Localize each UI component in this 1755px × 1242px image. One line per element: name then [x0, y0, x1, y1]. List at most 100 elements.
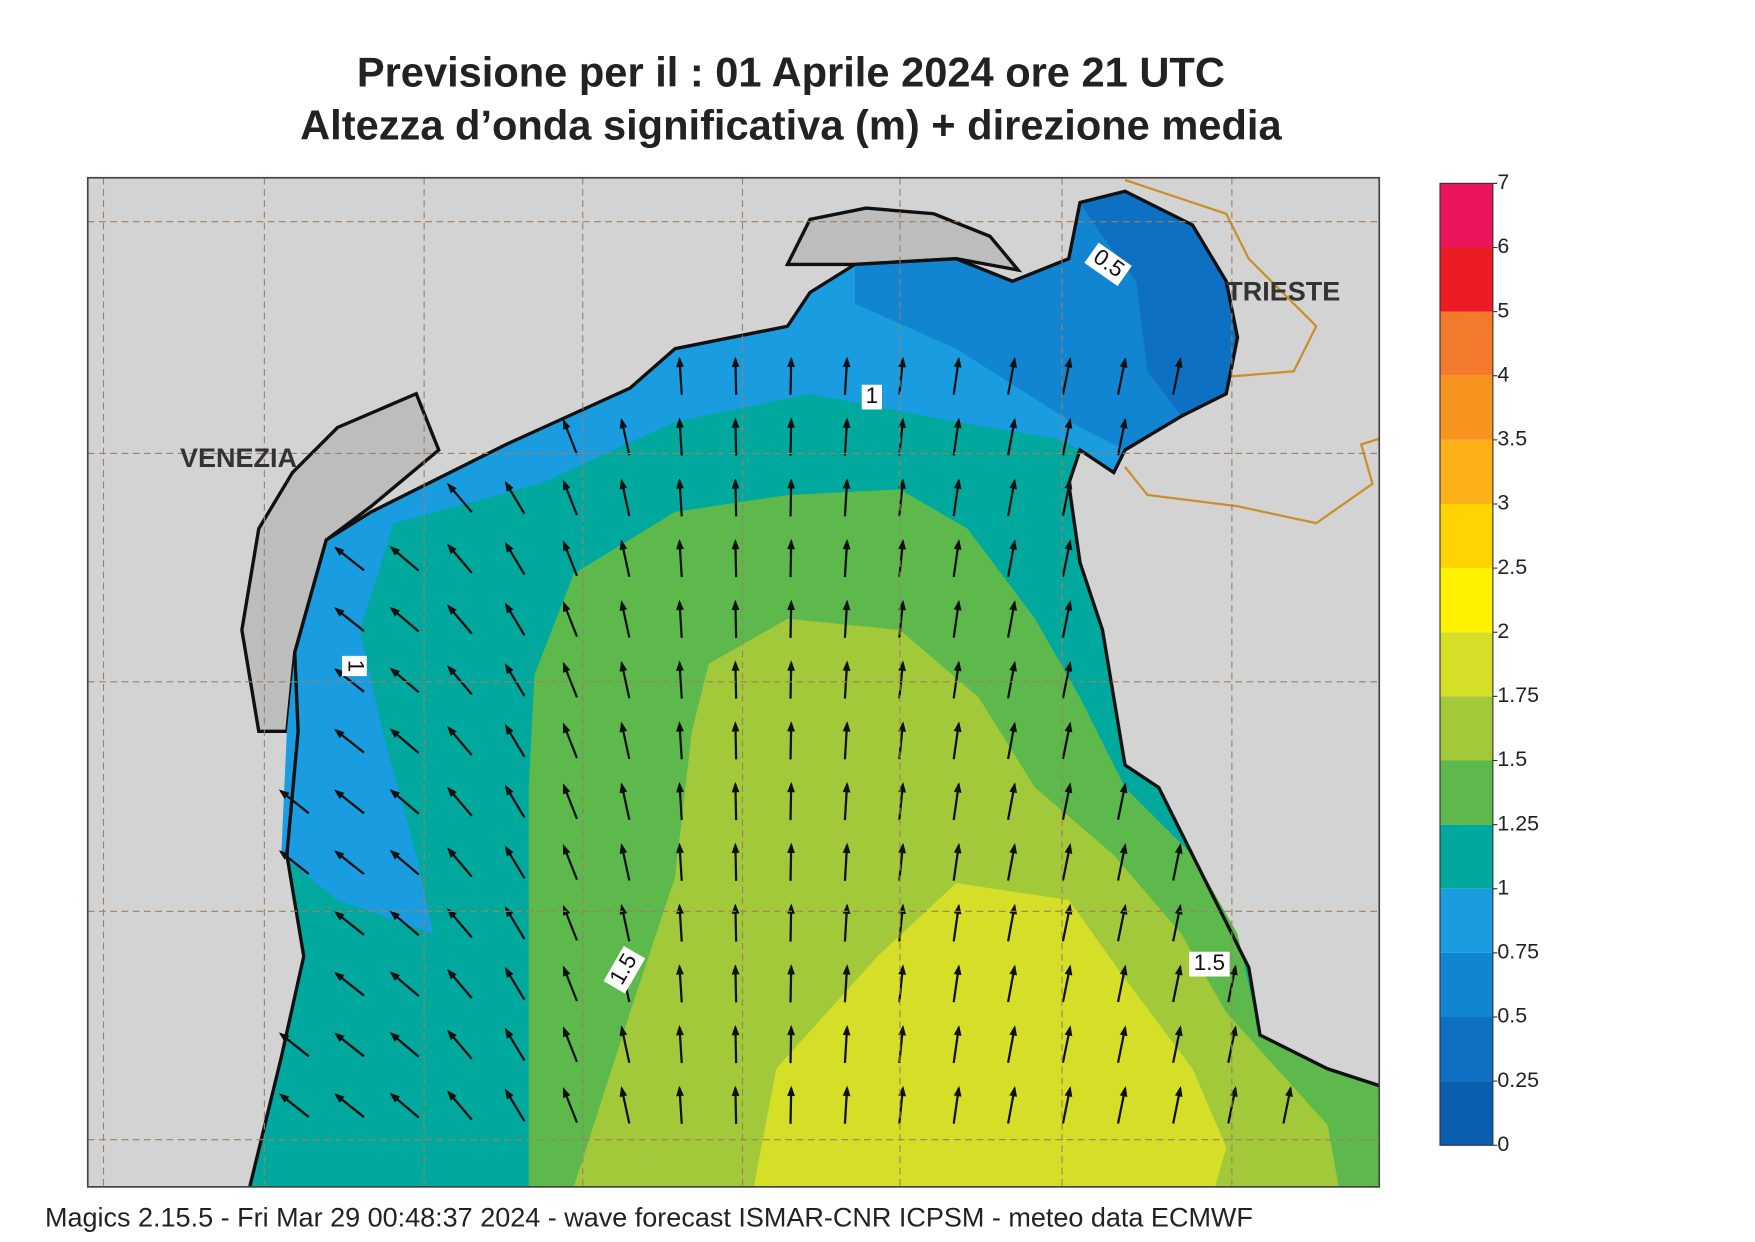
arrow-head: [562, 1087, 571, 1099]
colorbar-label: 1.5: [1497, 747, 1527, 771]
arrow-head: [731, 964, 740, 975]
colorbar-label: 0.5: [1497, 1004, 1527, 1028]
colorbar-band: [1440, 1081, 1493, 1146]
arrow-head: [953, 539, 962, 550]
arrow-head: [676, 1085, 684, 1097]
arrow-head: [562, 904, 571, 916]
arrow-head: [842, 1085, 851, 1097]
arrow-head: [787, 417, 795, 428]
arrow-head: [1009, 599, 1018, 611]
arrow-head: [787, 660, 795, 671]
arrow-head: [676, 721, 684, 732]
arrow-head: [842, 417, 851, 428]
arrow-head: [1064, 1025, 1073, 1037]
arrow-head: [619, 539, 628, 551]
arrow-head: [1064, 1086, 1073, 1097]
colorbar-label: 2.5: [1497, 555, 1527, 579]
colorbar-band: [1440, 183, 1493, 248]
arrow-head: [676, 660, 684, 671]
arrow-head: [731, 599, 740, 611]
arrow-head: [731, 721, 740, 732]
label-box: [861, 384, 882, 410]
colorbar-band: [1440, 696, 1493, 761]
arrow-head: [504, 481, 514, 492]
arrow-head: [1009, 1025, 1018, 1037]
contour-label: 1.5: [1194, 950, 1225, 975]
arrow-head: [562, 661, 571, 673]
arrow-head: [619, 903, 628, 915]
arrow-head: [389, 546, 400, 556]
arrow-head: [389, 971, 400, 981]
arrow-head: [562, 418, 571, 430]
arrow-head: [278, 850, 290, 860]
title: Previsione per il : 01 Aprile 2024 ore 2…: [357, 49, 1225, 96]
colorbar-band: [1440, 311, 1493, 376]
border: [1124, 437, 1380, 525]
arrow-head: [562, 965, 571, 977]
contour-label: 1: [866, 383, 879, 408]
arrow-head: [1119, 782, 1128, 794]
city-label: VENEZIA: [180, 443, 297, 473]
colorbar-label: 0: [1497, 1132, 1509, 1156]
arrow-head: [953, 660, 962, 672]
arrow-head: [787, 478, 795, 489]
colorbar-band: [1440, 952, 1493, 1017]
arrow-head: [447, 482, 457, 494]
arrow-head: [389, 789, 400, 799]
colorbar-label: 0.25: [1497, 1068, 1539, 1092]
arrow-head: [447, 968, 457, 980]
arrow-head: [1174, 357, 1183, 368]
colorbar-band: [1440, 760, 1493, 825]
arrow-head: [676, 478, 684, 489]
arrow-head: [619, 600, 628, 612]
arrow-head: [1064, 417, 1073, 429]
arrow-head: [447, 786, 457, 798]
arrow-head: [953, 417, 962, 429]
arrow-head: [504, 1027, 514, 1039]
arrow-head: [731, 781, 740, 793]
arrow-head: [676, 781, 684, 793]
arrow-head: [731, 1024, 740, 1036]
arrow-head: [619, 782, 628, 794]
arrow-head: [447, 1029, 457, 1041]
band-025: [1080, 191, 1238, 417]
arrow-head: [334, 789, 345, 800]
arrow-head: [619, 1025, 628, 1037]
arrow-head: [1119, 357, 1128, 368]
label-box: [1189, 951, 1230, 977]
arrow-head: [389, 1092, 400, 1103]
arrow-head: [842, 781, 851, 793]
arrow-head: [953, 356, 962, 368]
arrow-head: [1285, 1086, 1293, 1097]
arrow-head: [787, 842, 795, 854]
arrow-head: [1174, 964, 1183, 976]
arrow-head: [619, 417, 628, 429]
arrow-head: [731, 1085, 740, 1097]
arrow-head: [447, 725, 457, 737]
arrow-head: [676, 1024, 684, 1036]
arrow-head: [1064, 539, 1073, 551]
arrow-head: [898, 964, 907, 975]
arrow-head: [389, 1032, 400, 1042]
arrow-head: [562, 540, 571, 552]
arrow-head: [334, 1093, 345, 1103]
arrow-head: [1064, 782, 1073, 794]
arrow-head: [953, 842, 962, 854]
band-075: [281, 191, 1238, 934]
arrow-head: [504, 784, 514, 796]
arrow-head: [953, 1025, 962, 1036]
arrow-head: [1009, 478, 1018, 490]
arrow-head: [787, 721, 795, 732]
arrow-head: [676, 356, 684, 368]
arrow-head: [389, 910, 400, 921]
arrow-head: [676, 538, 684, 550]
arrow-head: [1119, 1086, 1128, 1097]
arrow-head: [1119, 1025, 1128, 1037]
arrow-head: [1174, 1025, 1183, 1037]
arrow-head: [504, 724, 514, 735]
arrow-head: [731, 660, 740, 671]
arrow-head: [389, 606, 400, 617]
arrow-head: [842, 721, 851, 732]
colorbar-label: 6: [1497, 234, 1509, 258]
